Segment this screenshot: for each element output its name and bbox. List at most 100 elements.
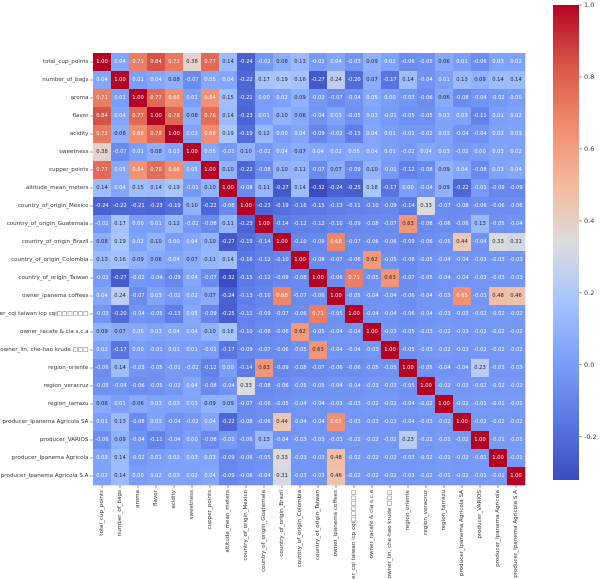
heatmap-cell <box>201 71 220 90</box>
cell-annotation: -0.06 <box>401 59 414 65</box>
heatmap-cell <box>507 287 526 306</box>
cell-annotation: -0.14 <box>401 203 415 209</box>
cell-annotation: 0.14 <box>294 185 306 191</box>
heatmap-cell <box>507 395 526 414</box>
cell-annotation: -0.02 <box>95 221 108 227</box>
cell-annotation: -0.03 <box>473 257 486 263</box>
heatmap-cell <box>237 179 256 198</box>
cell-annotation: -0.02 <box>509 383 522 389</box>
heatmap-cell <box>237 449 256 468</box>
x-tick-label: owner_ipanema coffees <box>333 490 339 556</box>
cell-annotation: -0.06 <box>473 59 486 65</box>
heatmap-cell <box>291 431 310 450</box>
cell-annotation: -0.03 <box>365 419 378 425</box>
cell-annotation: 0.02 <box>384 59 396 65</box>
cell-annotation: -0.06 <box>239 455 252 461</box>
heatmap-cell <box>453 431 472 450</box>
heatmap-cell <box>309 431 328 450</box>
cell-annotation: -0.01 <box>185 185 198 191</box>
heatmap-cell <box>417 341 436 360</box>
heatmap-cell <box>435 179 454 198</box>
y-tick-label: country_of_origin_Brazil <box>22 239 89 245</box>
cell-annotation: 0.03 <box>186 455 198 461</box>
heatmap-cell <box>201 449 220 468</box>
cell-annotation: 0.09 <box>438 167 450 173</box>
cell-annotation: -0.07 <box>329 257 342 263</box>
x-tick-label: country_of_origin_Guatemala <box>261 490 267 572</box>
heatmap-cell <box>381 89 400 108</box>
heatmap-cell <box>309 269 328 288</box>
cell-annotation: -0.10 <box>257 293 270 299</box>
cell-annotation: -0.06 <box>131 383 144 389</box>
cell-annotation: -0.04 <box>329 383 343 389</box>
heatmap-cell <box>165 197 184 216</box>
heatmap-cell <box>417 251 436 270</box>
heatmap-cell <box>489 449 508 468</box>
heatmap-cell <box>507 377 526 396</box>
cell-annotation: 0.03 <box>492 59 504 65</box>
cell-annotation: -0.08 <box>419 167 432 173</box>
heatmap-cell <box>309 125 328 144</box>
heatmap-cell <box>489 107 508 126</box>
heatmap-cell <box>309 305 328 324</box>
heatmap-cell <box>453 53 472 72</box>
heatmap-cell <box>219 323 238 342</box>
cell-annotation: -0.12 <box>293 221 306 227</box>
cell-annotation: -0.04 <box>329 347 343 353</box>
x-tick-label: producer_VARIOS <box>477 490 483 539</box>
cell-annotation: 0.00 <box>474 149 486 155</box>
heatmap-cell <box>327 197 346 216</box>
cell-annotation: 0.01 <box>168 347 180 353</box>
cell-annotation: 0.01 <box>114 401 126 407</box>
cell-annotation: -0.01 <box>491 401 504 407</box>
cell-annotation: -0.04 <box>221 383 235 389</box>
cell-annotation: 1.00 <box>492 455 504 461</box>
heatmap-cell <box>255 323 274 342</box>
cell-annotation: -0.06 <box>419 239 432 245</box>
heatmap-cell <box>453 377 472 396</box>
heatmap-cell <box>183 125 202 144</box>
heatmap-cell <box>453 251 472 270</box>
heatmap-cell <box>255 215 274 234</box>
cell-annotation: -0.04 <box>473 239 487 245</box>
heatmap-cell <box>435 71 454 90</box>
cell-annotation: 0.03 <box>510 131 522 137</box>
heatmap-cell <box>399 89 418 108</box>
cell-annotation: -0.01 <box>167 365 180 371</box>
cell-annotation: -0.02 <box>365 473 378 479</box>
heatmap-cell <box>237 107 256 126</box>
heatmap-cell <box>165 269 184 288</box>
heatmap-cell <box>111 197 130 216</box>
cell-annotation: 0.07 <box>330 167 342 173</box>
cell-annotation: 0.13 <box>294 59 306 65</box>
heatmap-cell <box>129 341 148 360</box>
cell-annotation: -0.05 <box>275 401 288 407</box>
heatmap-cell <box>291 179 310 198</box>
cell-annotation: -0.08 <box>257 167 270 173</box>
heatmap-cell <box>219 413 238 432</box>
heatmap-cell <box>381 305 400 324</box>
y-tick-label: altitude_mean_meters <box>26 185 89 191</box>
y-tick-label: number_of_bags <box>42 77 88 83</box>
cell-annotation: -0.07 <box>275 311 288 317</box>
cell-annotation: -0.07 <box>239 401 252 407</box>
heatmap-cell <box>201 251 220 270</box>
heatmap-cell <box>201 89 220 108</box>
heatmap-cell <box>147 287 166 306</box>
heatmap-cell <box>327 53 346 72</box>
cell-annotation: -0.01 <box>509 437 522 443</box>
cell-annotation: -0.08 <box>311 257 324 263</box>
y-tick-label: owner_racafe & cia s.c.a <box>20 329 88 335</box>
heatmap-cell <box>489 269 508 288</box>
cell-annotation: -0.04 <box>401 401 415 407</box>
heatmap-cell <box>291 449 310 468</box>
cell-annotation: 0.07 <box>294 149 306 155</box>
heatmap-cell <box>345 143 364 162</box>
cell-annotation: 0.09 <box>294 95 306 101</box>
heatmap-cell <box>255 143 274 162</box>
cell-annotation: 0.18 <box>222 329 234 335</box>
cell-annotation: 0.00 <box>402 185 414 191</box>
cell-annotation: -0.06 <box>95 437 108 443</box>
cell-annotation: -0.05 <box>401 329 414 335</box>
